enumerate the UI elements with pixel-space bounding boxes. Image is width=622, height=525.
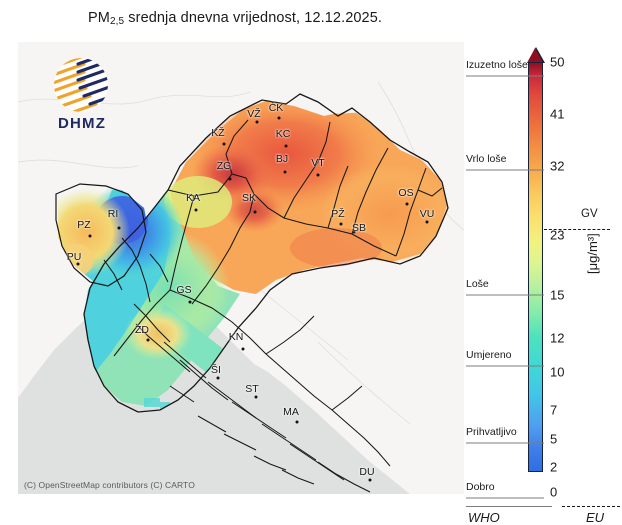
county-label: MA [283,406,299,418]
county-label: DU [359,466,375,478]
posavina-band [290,228,382,268]
legend-panel: 50 41 32 23 15 12 10 7 5 2 0 Izuzetno loše Vrlo loš… [466,42,622,525]
eu-rule [562,506,620,507]
county-label: ZG [216,160,232,172]
colorbar-tick: 41 [550,106,565,122]
colorbar-tick: 7 [550,402,558,418]
legend-category-rule [466,365,544,367]
county-label: SB [351,222,367,234]
eu-label: EU [586,510,605,525]
colorbar-units-label: [μg/m³] [585,233,600,274]
colorbar-tick: 0 [550,484,558,500]
colorbar-arrow-tip-icon [527,48,543,63]
colorbar-tick: 15 [550,287,565,303]
county-marker-dot [368,478,372,482]
who-label: WHO [468,510,500,525]
county-marker-dot [253,210,257,214]
county-marker-dot [254,395,258,399]
county-label: ČK [268,102,284,114]
legend-category: Dobro [466,481,495,493]
split-teal-spot [230,362,298,410]
county-label: VU [419,208,435,220]
colorbar [528,62,543,472]
county-marker-dot [283,170,287,174]
page-title: PM2,5 srednja dnevna vrijednost, 12.12.2… [0,10,470,27]
dhmz-logo: DHMZ [40,58,124,132]
legend-category-rule [466,442,544,444]
colorbar-tick: 32 [550,158,565,174]
county-marker-dot [88,234,92,238]
pm25-concentration-raster [55,93,449,493]
county-marker-dot [222,142,226,146]
karlovac-yellow [164,176,232,228]
legend-category-rule [466,169,544,171]
county-label: KA [185,192,201,204]
county-label: SK [241,192,257,204]
eu-limit-dashed-line [544,229,610,230]
colorbar-tick: 5 [550,431,558,447]
county-marker-dot [76,262,80,266]
county-marker-dot [425,220,429,224]
county-marker-dot [295,420,299,424]
county-marker-dot [216,376,220,380]
county-label: VT [311,157,325,169]
county-marker-dot [188,300,192,304]
county-marker-dot [228,177,232,181]
who-rule [466,506,552,507]
legend-category: Loše [466,278,489,290]
island-pixels [144,398,170,409]
county-label: RI [107,208,119,220]
legend-category: Umjereno [466,349,512,361]
legend-category-rule [466,294,544,296]
county-marker-dot [405,202,409,206]
legend-category: Prihvatljivo [466,426,517,438]
county-label: GS [176,284,192,296]
county-label: PU [66,251,82,263]
legend-category-rule [466,75,544,77]
map-panel[interactable]: (C) OpenStreetMap contributors (C) CARTO… [18,42,464,494]
county-label: PZ [77,219,91,231]
colorbar-tick: 10 [550,364,565,380]
county-marker-dot [339,222,343,226]
colorbar-tick: 23 [550,227,565,243]
county-marker-dot [284,144,288,148]
map-attribution: (C) OpenStreetMap contributors (C) CARTO [24,480,195,490]
title-rest: srednja dnevna vrijednost, 12.12.2025. [124,10,382,26]
legend-category: Vrlo loše [466,153,507,165]
sisak-hotspot [224,188,284,232]
eu-limit-label: GV [581,208,598,220]
dhmz-logo-text: DHMZ [57,115,107,132]
county-label: BJ [275,153,289,165]
county-label: PŽ [331,208,345,220]
county-marker-dot [117,226,121,230]
county-borders [55,93,449,493]
title-subscript: 2,5 [109,16,125,27]
colorbar-tick: 2 [550,459,558,475]
colorbar-tick: 12 [550,330,565,346]
county-label: KŽ [211,127,225,139]
pm25-map-page: PM2,5 srednja dnevna vrijednost, 12.12.2… [0,10,622,525]
county-label: OS [398,187,414,199]
county-label: ST [245,383,259,395]
county-marker-dot [255,120,259,124]
county-label: KN [228,331,244,343]
county-marker-dot [277,116,281,120]
county-label: ZD [135,324,149,336]
title-prefix: PM [88,10,110,26]
county-marker-dot [146,338,150,342]
legend-category-rule [466,497,544,499]
dhmz-sun-logo-icon [54,58,108,112]
colorbar-tick: 50 [550,54,565,70]
legend-category: Izuzetno loše [466,59,528,71]
county-marker-dot [316,173,320,177]
makarska-teal-spot [288,412,348,456]
county-label: KC [275,128,291,140]
county-label: VŽ [247,108,261,120]
county-marker-dot [352,230,356,234]
county-label: ŠI [211,364,221,376]
county-marker-dot [194,208,198,212]
basemap-hairlines [18,81,464,479]
county-marker-dot [241,347,245,351]
